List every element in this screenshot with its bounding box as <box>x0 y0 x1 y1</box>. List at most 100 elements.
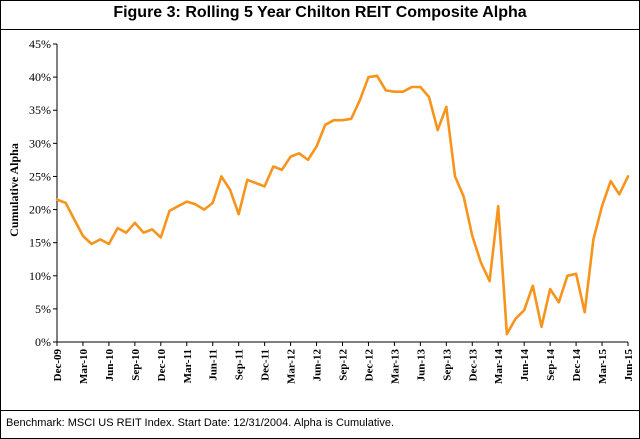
data-point <box>142 232 145 234</box>
data-point <box>601 205 603 207</box>
data-point <box>610 180 612 182</box>
x-tick-label: Mar-12 <box>286 349 298 385</box>
data-point <box>203 208 205 211</box>
x-tick-label: Sep-10 <box>130 349 142 381</box>
data-point <box>177 205 179 207</box>
x-tick-label: Sep-13 <box>441 349 453 381</box>
data-point <box>238 213 240 215</box>
data-point <box>463 195 465 197</box>
data-point <box>350 118 352 120</box>
data-point <box>385 89 387 91</box>
y-tick-label: 20% <box>29 203 51 217</box>
data-point <box>134 222 136 224</box>
data-point <box>298 152 300 154</box>
data-point <box>281 169 283 171</box>
x-tick-label: Jun-15 <box>623 349 635 382</box>
data-point <box>194 203 197 205</box>
data-point <box>488 280 491 282</box>
data-point <box>627 175 629 178</box>
x-tick-label: Jun-14 <box>519 349 531 382</box>
y-tick-label: 5% <box>35 302 51 316</box>
x-axis-ticks: Dec-09 Mar-10 Jun-10 Sep-10 Dec-10 Mar-11 Jun-… <box>52 342 635 384</box>
data-point <box>73 218 75 221</box>
data-point <box>212 202 214 204</box>
data-point <box>108 243 110 245</box>
data-point <box>393 91 396 93</box>
data-point <box>116 227 119 229</box>
data-point <box>56 199 58 201</box>
data-point <box>315 146 318 148</box>
x-tick-label: Dec-12 <box>363 349 375 382</box>
y-tick-label: 45% <box>29 37 51 51</box>
data-point <box>497 205 499 207</box>
series-layer <box>55 74 630 336</box>
x-tick-label: Dec-14 <box>571 349 583 382</box>
data-point <box>151 228 153 231</box>
data-point <box>566 275 569 277</box>
axes <box>56 44 628 343</box>
data-point <box>376 75 378 77</box>
data-point <box>558 301 560 303</box>
y-tick-label: 0% <box>35 335 51 349</box>
data-point <box>584 311 586 313</box>
data-point <box>82 235 84 237</box>
data-point <box>289 155 292 158</box>
data-point <box>575 273 577 275</box>
footnote: Benchmark: MSCI US REIT Index. Start Dat… <box>6 417 395 429</box>
data-point <box>125 232 127 234</box>
data-point <box>437 129 439 131</box>
data-point <box>454 175 456 178</box>
x-tick-label: Dec-13 <box>467 349 479 382</box>
data-point <box>411 86 413 88</box>
x-tick-label: Dec-09 <box>52 349 64 382</box>
data-point <box>514 318 517 320</box>
y-tick-label: 25% <box>29 169 51 183</box>
data-point <box>65 202 67 204</box>
x-tick-label: Mar-13 <box>389 349 401 385</box>
data-point <box>419 86 421 88</box>
x-tick-label: Mar-11 <box>182 349 194 383</box>
y-tick-label: 15% <box>29 236 51 250</box>
data-point <box>229 189 231 191</box>
data-point <box>428 96 430 98</box>
data-point <box>186 201 188 203</box>
data-point <box>523 309 525 311</box>
title-divider <box>0 29 640 30</box>
x-tick-label: Mar-14 <box>493 349 505 385</box>
data-point <box>471 235 473 237</box>
x-tick-label: Mar-10 <box>78 349 90 385</box>
data-point <box>445 106 447 108</box>
data-point <box>618 193 620 195</box>
x-tick-label: Jun-13 <box>415 349 427 382</box>
x-tick-label: Sep-12 <box>338 349 350 381</box>
x-tick-label: Sep-11 <box>234 349 246 380</box>
x-tick-label: Jun-12 <box>312 349 324 382</box>
data-point <box>506 333 508 335</box>
data-point <box>220 175 222 178</box>
data-point <box>255 182 257 184</box>
data-point <box>333 119 335 121</box>
data-point <box>402 91 404 93</box>
data-point <box>549 288 551 290</box>
data-point <box>367 76 370 78</box>
data-point <box>168 210 171 212</box>
data-point <box>264 185 266 187</box>
data-point <box>99 238 101 240</box>
x-tick-label: Dec-10 <box>156 349 168 382</box>
data-point <box>592 238 594 240</box>
data-point <box>480 261 482 264</box>
footer-divider <box>0 410 640 411</box>
data-point <box>246 179 248 181</box>
y-tick-label: 35% <box>29 103 51 117</box>
x-tick-label: Sep-14 <box>545 349 557 381</box>
y-tick-label: 40% <box>29 70 51 84</box>
data-point <box>341 119 344 121</box>
y-tick-label: 30% <box>29 136 51 150</box>
y-axis-label: Cumulative Alpha <box>7 143 21 237</box>
data-point <box>540 326 543 328</box>
data-point <box>272 165 274 168</box>
x-tick-label: Jun-10 <box>104 349 116 382</box>
chart-title: Figure 3: Rolling 5 Year Chilton REIT Co… <box>113 4 527 21</box>
